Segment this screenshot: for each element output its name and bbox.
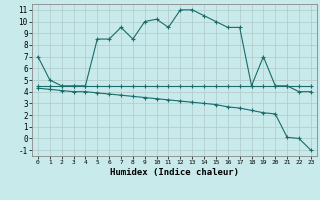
- X-axis label: Humidex (Indice chaleur): Humidex (Indice chaleur): [110, 168, 239, 177]
